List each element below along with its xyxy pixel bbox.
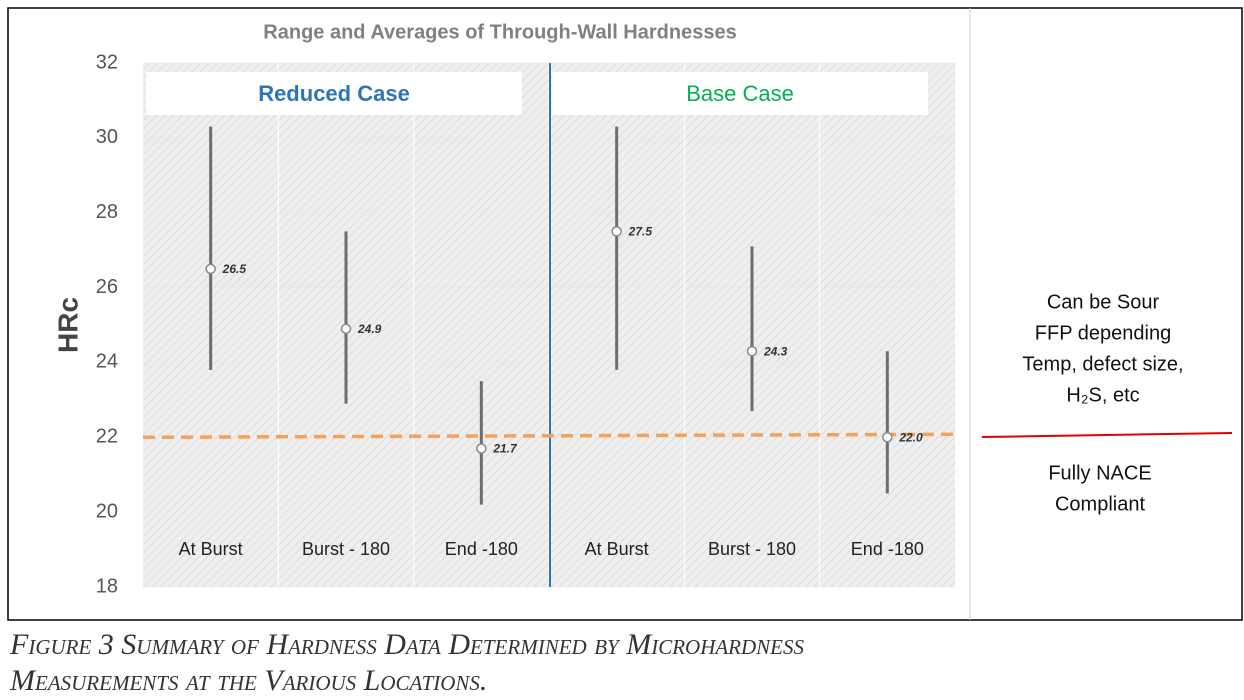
annotation: Fully NACE	[1048, 462, 1151, 484]
caption: Figure 3 Summary of Hardness Data Determ…	[10, 628, 805, 661]
x-tick-label: At Burst	[179, 539, 243, 559]
y-tick-label: 26	[96, 276, 118, 298]
y-tick-label: 32	[96, 51, 118, 73]
y-tick-label: 28	[96, 201, 118, 223]
group-header: Reduced Case	[258, 81, 410, 106]
data-label: 24.9	[357, 322, 382, 336]
annotation: FFP depending	[1035, 322, 1171, 344]
y-tick-label: 30	[96, 126, 118, 148]
caption: Measurements at the Various Locations.	[10, 664, 488, 697]
chart-title: Range and Averages of Through-Wall Hardn…	[263, 21, 736, 43]
data-label: 21.7	[492, 442, 518, 456]
x-tick-label: End -180	[445, 539, 518, 559]
data-label: 22.0	[898, 430, 923, 444]
x-tick-label: Burst - 180	[708, 539, 796, 559]
y-tick-label: 20	[96, 500, 118, 522]
average-marker	[882, 432, 893, 443]
limit-line	[981, 432, 1233, 438]
average-marker	[746, 345, 758, 357]
average-marker	[476, 443, 487, 454]
data-label: 26.5	[222, 262, 247, 276]
x-tick-label: End -180	[851, 539, 924, 559]
x-tick-label: Burst - 180	[302, 539, 390, 559]
threshold-line	[142, 432, 956, 440]
annotation: Compliant	[1055, 493, 1145, 515]
average-marker	[611, 226, 622, 237]
average-marker	[205, 263, 216, 275]
average-marker	[340, 323, 352, 334]
y-tick-label: 22	[96, 426, 118, 448]
annotation: H₂S, etc	[1066, 384, 1139, 406]
data-label: 24.3	[763, 344, 788, 358]
y-tick-label: 24	[96, 351, 118, 373]
group-header-box	[552, 72, 928, 115]
group-header: Base Case	[686, 81, 794, 106]
x-tick-label: At Burst	[585, 539, 649, 559]
frame	[7, 7, 1243, 621]
annotation: Temp, defect size,	[1022, 353, 1183, 375]
data-label: 27.5	[628, 225, 653, 239]
y-axis-label: HRc	[52, 297, 83, 353]
group-header-box	[146, 72, 522, 115]
annotation: Can be Sour	[1047, 291, 1160, 313]
y-tick-label: 18	[96, 575, 118, 597]
